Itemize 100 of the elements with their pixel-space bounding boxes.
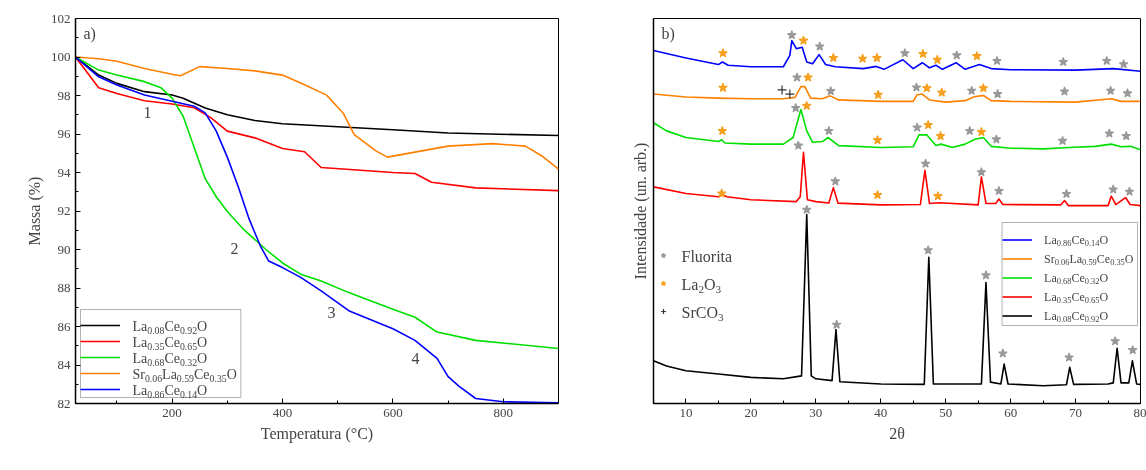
point xyxy=(830,176,841,186)
y-tick-label: 94 xyxy=(57,164,71,180)
point xyxy=(936,87,947,97)
x-tick-label: 800 xyxy=(493,404,514,420)
point xyxy=(971,50,982,61)
point xyxy=(992,88,1003,99)
point xyxy=(994,185,1004,196)
point xyxy=(1105,85,1116,95)
point xyxy=(828,52,839,63)
point xyxy=(1064,352,1074,362)
point xyxy=(873,89,884,99)
y-tick-label: 82 xyxy=(57,395,71,411)
annotation: 3 xyxy=(327,303,336,321)
x-tick-label: 70 xyxy=(1069,404,1083,420)
y-tick-label: 96 xyxy=(57,126,71,141)
annotation: a) xyxy=(83,24,96,43)
point xyxy=(872,134,883,145)
line-series xyxy=(75,56,559,192)
x-tick-label: 20 xyxy=(744,404,758,420)
point xyxy=(801,100,812,111)
x-tick-label: 200 xyxy=(162,404,182,420)
point xyxy=(997,348,1008,358)
point xyxy=(814,41,825,51)
point xyxy=(831,319,842,329)
point xyxy=(932,54,943,64)
x-tick-label: 30 xyxy=(809,404,823,420)
point xyxy=(935,130,946,141)
y-axis-title: Massa (%) xyxy=(26,176,44,246)
point xyxy=(981,270,991,280)
point xyxy=(1110,336,1121,346)
x-tick-label: 80 xyxy=(1133,404,1146,420)
y-tick-label: 100 xyxy=(51,49,71,64)
point xyxy=(911,82,922,92)
point xyxy=(951,50,962,60)
point xyxy=(1059,86,1070,96)
x-tick-label: 60 xyxy=(1004,404,1018,420)
point xyxy=(918,48,928,59)
line-series xyxy=(75,56,559,171)
point xyxy=(1057,135,1068,146)
point xyxy=(1061,188,1072,199)
point xyxy=(1118,59,1129,69)
point xyxy=(912,122,923,132)
line-series xyxy=(75,56,559,350)
point xyxy=(933,190,943,201)
x-tick-label: 400 xyxy=(272,404,293,420)
point xyxy=(1101,55,1112,66)
y-tick-label: 92 xyxy=(57,203,71,218)
point xyxy=(978,83,989,93)
point xyxy=(1104,128,1115,138)
point xyxy=(823,125,834,136)
x-axis-title: 2θ xyxy=(889,424,905,442)
point xyxy=(923,119,934,130)
point xyxy=(803,72,813,82)
point xyxy=(964,125,975,136)
x-tick-label: 600 xyxy=(383,404,403,420)
point xyxy=(776,84,788,96)
point xyxy=(920,158,931,168)
point xyxy=(801,204,812,214)
point xyxy=(793,140,804,150)
annotation: 2 xyxy=(230,239,239,257)
point xyxy=(798,35,809,45)
point xyxy=(857,53,868,63)
annotation: 1 xyxy=(143,103,152,121)
point xyxy=(1124,186,1135,196)
point xyxy=(1108,184,1119,194)
point xyxy=(1127,344,1138,355)
point xyxy=(923,245,934,255)
x-tick-label: 50 xyxy=(939,404,953,420)
point xyxy=(991,134,1002,144)
y-tick-label: 84 xyxy=(57,357,71,372)
point xyxy=(871,52,882,63)
point xyxy=(899,48,910,58)
point xyxy=(976,167,987,177)
point xyxy=(921,83,932,93)
y-tick-label: 102 xyxy=(51,10,71,26)
x-axis-title: Temperatura (°C) xyxy=(260,424,374,443)
annotation: 4 xyxy=(411,349,420,367)
y-tick-label: 90 xyxy=(57,241,71,257)
y-tick-label: 98 xyxy=(57,87,71,103)
point xyxy=(825,85,836,96)
point xyxy=(718,48,728,58)
y-axis-title: Intensidade (un. arb.) xyxy=(631,142,650,280)
x-tick-label: 10 xyxy=(679,404,693,420)
point xyxy=(790,102,801,113)
point xyxy=(1121,130,1132,141)
point xyxy=(872,189,883,200)
point xyxy=(966,85,977,95)
point xyxy=(718,82,728,92)
point xyxy=(716,188,727,198)
point xyxy=(1058,56,1069,67)
point xyxy=(786,29,797,40)
legend-label: Fluorita xyxy=(681,248,733,266)
y-tick-label: 88 xyxy=(57,280,71,295)
point xyxy=(792,72,802,82)
point xyxy=(1122,88,1133,98)
y-tick-label: 86 xyxy=(57,318,71,334)
x-tick-label: 40 xyxy=(874,404,888,420)
point xyxy=(717,125,728,136)
annotation: b) xyxy=(661,24,675,43)
point xyxy=(992,55,1002,66)
